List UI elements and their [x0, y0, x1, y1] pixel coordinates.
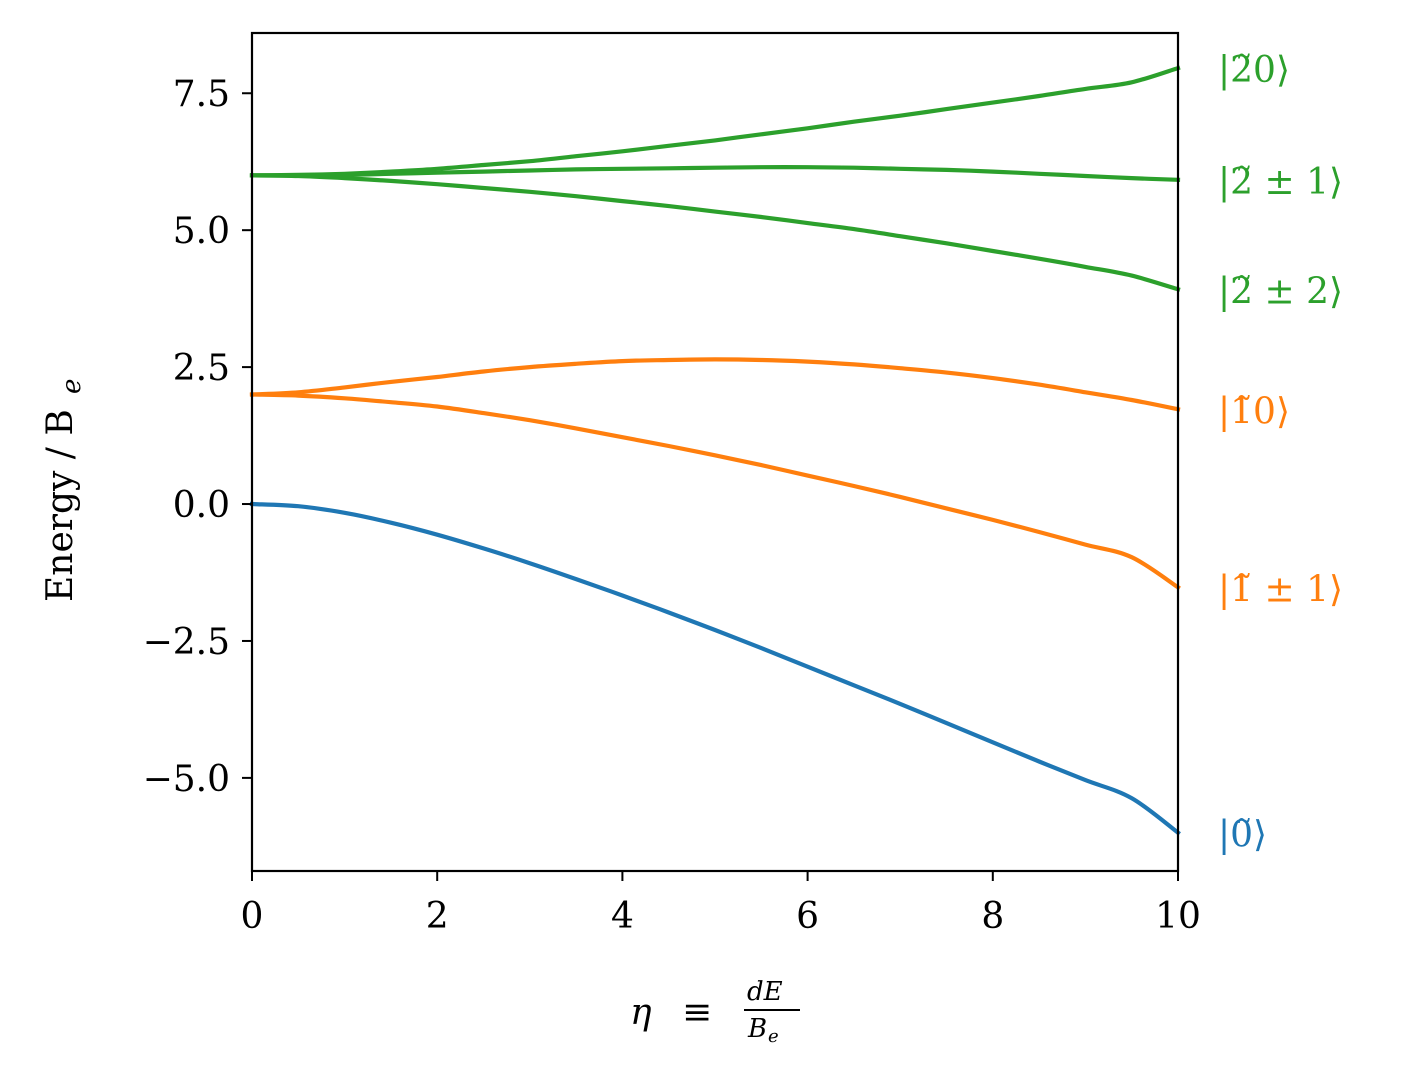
x-label-numerator: dE — [747, 977, 783, 1007]
state-label-3: |1̃0⟩ — [1218, 391, 1290, 432]
y-tick-label: 2.5 — [173, 348, 230, 389]
series-line-1 — [249, 357, 1181, 412]
series-line-5 — [249, 173, 1181, 292]
y-ticks: −5.0 −2.5 0.0 2.5 5.0 7.5 — [143, 74, 252, 800]
x-tick-label: 8 — [981, 896, 1004, 937]
y-tick-label: 0.0 — [173, 485, 230, 526]
series-line-4 — [249, 165, 1181, 182]
x-label-denominator: B — [747, 1014, 767, 1044]
plot-frame — [250, 31, 1180, 873]
y-axis-label: Energy / B e — [40, 379, 87, 602]
x-axis-label: η ≡ dE B e — [630, 977, 800, 1047]
state-label-2: |2̃ ± 2⟩ — [1218, 271, 1343, 312]
series-layer — [249, 65, 1181, 836]
y-tick-label: −5.0 — [143, 759, 230, 800]
series-line-2 — [249, 392, 1181, 591]
x-ticks: 0 2 4 6 8 10 — [241, 871, 1201, 937]
y-label-sub: e — [57, 379, 87, 394]
x-tick-label: 4 — [611, 896, 634, 937]
state-label-0: |2̃0⟩ — [1218, 50, 1290, 91]
series-line-0 — [249, 501, 1181, 836]
state-labels: |2̃0⟩ |2̃ ± 1⟩ |2̃ ± 2⟩ |1̃0⟩ |1̃ ± 1⟩ |0̃⟩ — [1218, 50, 1343, 856]
x-label-eta: η — [630, 992, 652, 1033]
series-line-3 — [249, 65, 1181, 178]
x-tick-label: 0 — [241, 896, 264, 937]
y-tick-label: −2.5 — [143, 622, 230, 663]
y-tick-label: 7.5 — [173, 74, 230, 115]
x-label-denominator-sub: e — [768, 1026, 779, 1047]
x-tick-label: 6 — [796, 896, 819, 937]
y-tick-label: 5.0 — [173, 211, 230, 252]
y-label-text: Energy / B — [40, 409, 81, 602]
x-label-equiv: ≡ — [682, 992, 712, 1033]
state-label-1: |2̃ ± 1⟩ — [1218, 162, 1343, 203]
state-label-5: |0̃⟩ — [1218, 815, 1267, 856]
x-tick-label: 2 — [426, 896, 449, 937]
x-tick-label: 10 — [1155, 896, 1201, 937]
state-label-4: |1̃ ± 1⟩ — [1218, 569, 1343, 610]
